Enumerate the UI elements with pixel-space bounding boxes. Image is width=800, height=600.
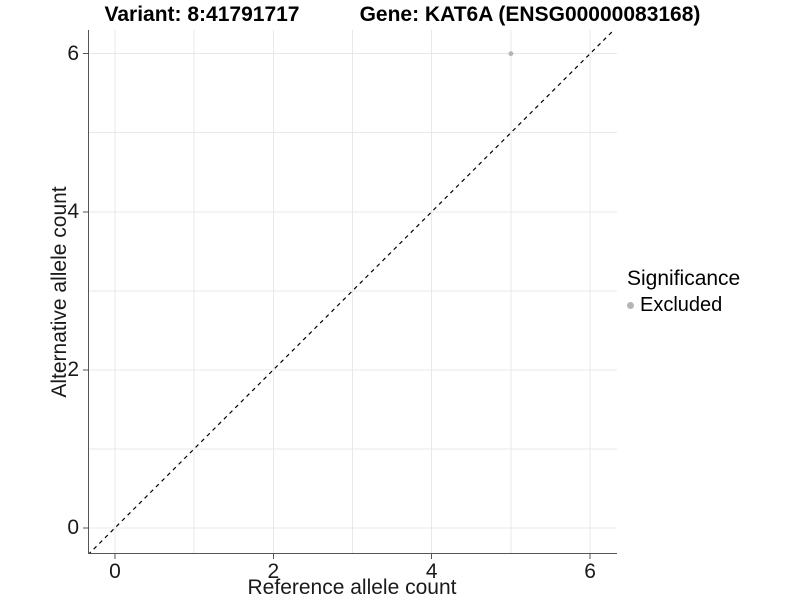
y-tick-label: 0	[67, 515, 79, 539]
x-tick-label: 0	[109, 560, 121, 583]
y-axis-title: Alternative allele count	[48, 186, 71, 398]
x-tick-label: 2	[267, 560, 280, 583]
plot-title-variant: Variant: 8:41791717	[104, 3, 300, 26]
identity-line	[88, 30, 615, 554]
plot-panel	[83, 30, 617, 559]
data-point	[508, 51, 514, 57]
legend: Significance Excluded	[627, 266, 740, 316]
legend-item: Excluded	[627, 294, 740, 316]
x-tick-label: 6	[584, 560, 596, 583]
y-tick-label: 2	[67, 357, 79, 381]
legend-title: Significance	[627, 267, 741, 290]
x-axis-title: Reference allele count	[247, 576, 457, 599]
y-tick-label: 6	[67, 41, 79, 65]
y-tick-label: 4	[67, 199, 79, 223]
x-tick-label: 4	[425, 560, 438, 583]
plot-title-gene: Gene: KAT6A (ENSG00000083168)	[359, 3, 701, 26]
legend-item-label: Excluded	[640, 294, 723, 316]
legend-key-dot-icon	[627, 301, 634, 309]
legend-items: Excluded	[627, 294, 740, 316]
